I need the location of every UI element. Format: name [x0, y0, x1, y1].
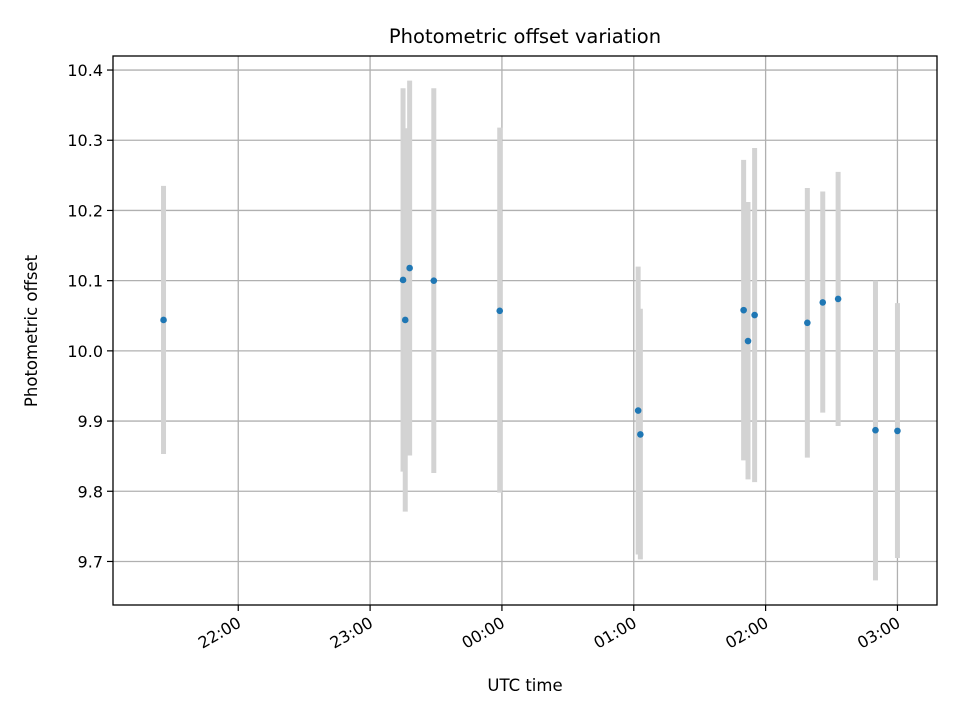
data-point — [740, 306, 747, 314]
y-tick-label: 10.0 — [67, 342, 103, 361]
y-tick-label: 10.2 — [67, 201, 103, 220]
y-tick-label: 10.1 — [67, 272, 103, 291]
y-tick-label: 9.9 — [78, 412, 103, 431]
y-tick-label: 9.7 — [78, 552, 103, 571]
x-axis-title: UTC time — [487, 676, 562, 695]
data-point — [401, 316, 409, 324]
chart-title: Photometric offset variation — [389, 25, 661, 48]
y-tick-label: 10.3 — [67, 131, 103, 150]
data-point — [406, 264, 413, 272]
data-point — [430, 277, 438, 284]
plot-frame — [112, 55, 938, 606]
data-point — [872, 426, 879, 434]
data-point — [399, 276, 407, 284]
data-point — [751, 311, 758, 319]
data-point — [834, 295, 842, 303]
data-point — [496, 307, 504, 315]
data-point — [744, 337, 752, 345]
data-point — [634, 407, 642, 414]
y-tick-label: 10.4 — [67, 61, 103, 80]
data-point — [804, 319, 811, 327]
data-point — [894, 427, 901, 435]
data-point — [160, 316, 167, 324]
data-point — [637, 431, 644, 438]
y-axis-title: Photometric offset — [22, 254, 41, 407]
y-tick-label: 9.8 — [78, 482, 103, 501]
data-point — [819, 299, 827, 306]
data-points — [160, 264, 901, 438]
